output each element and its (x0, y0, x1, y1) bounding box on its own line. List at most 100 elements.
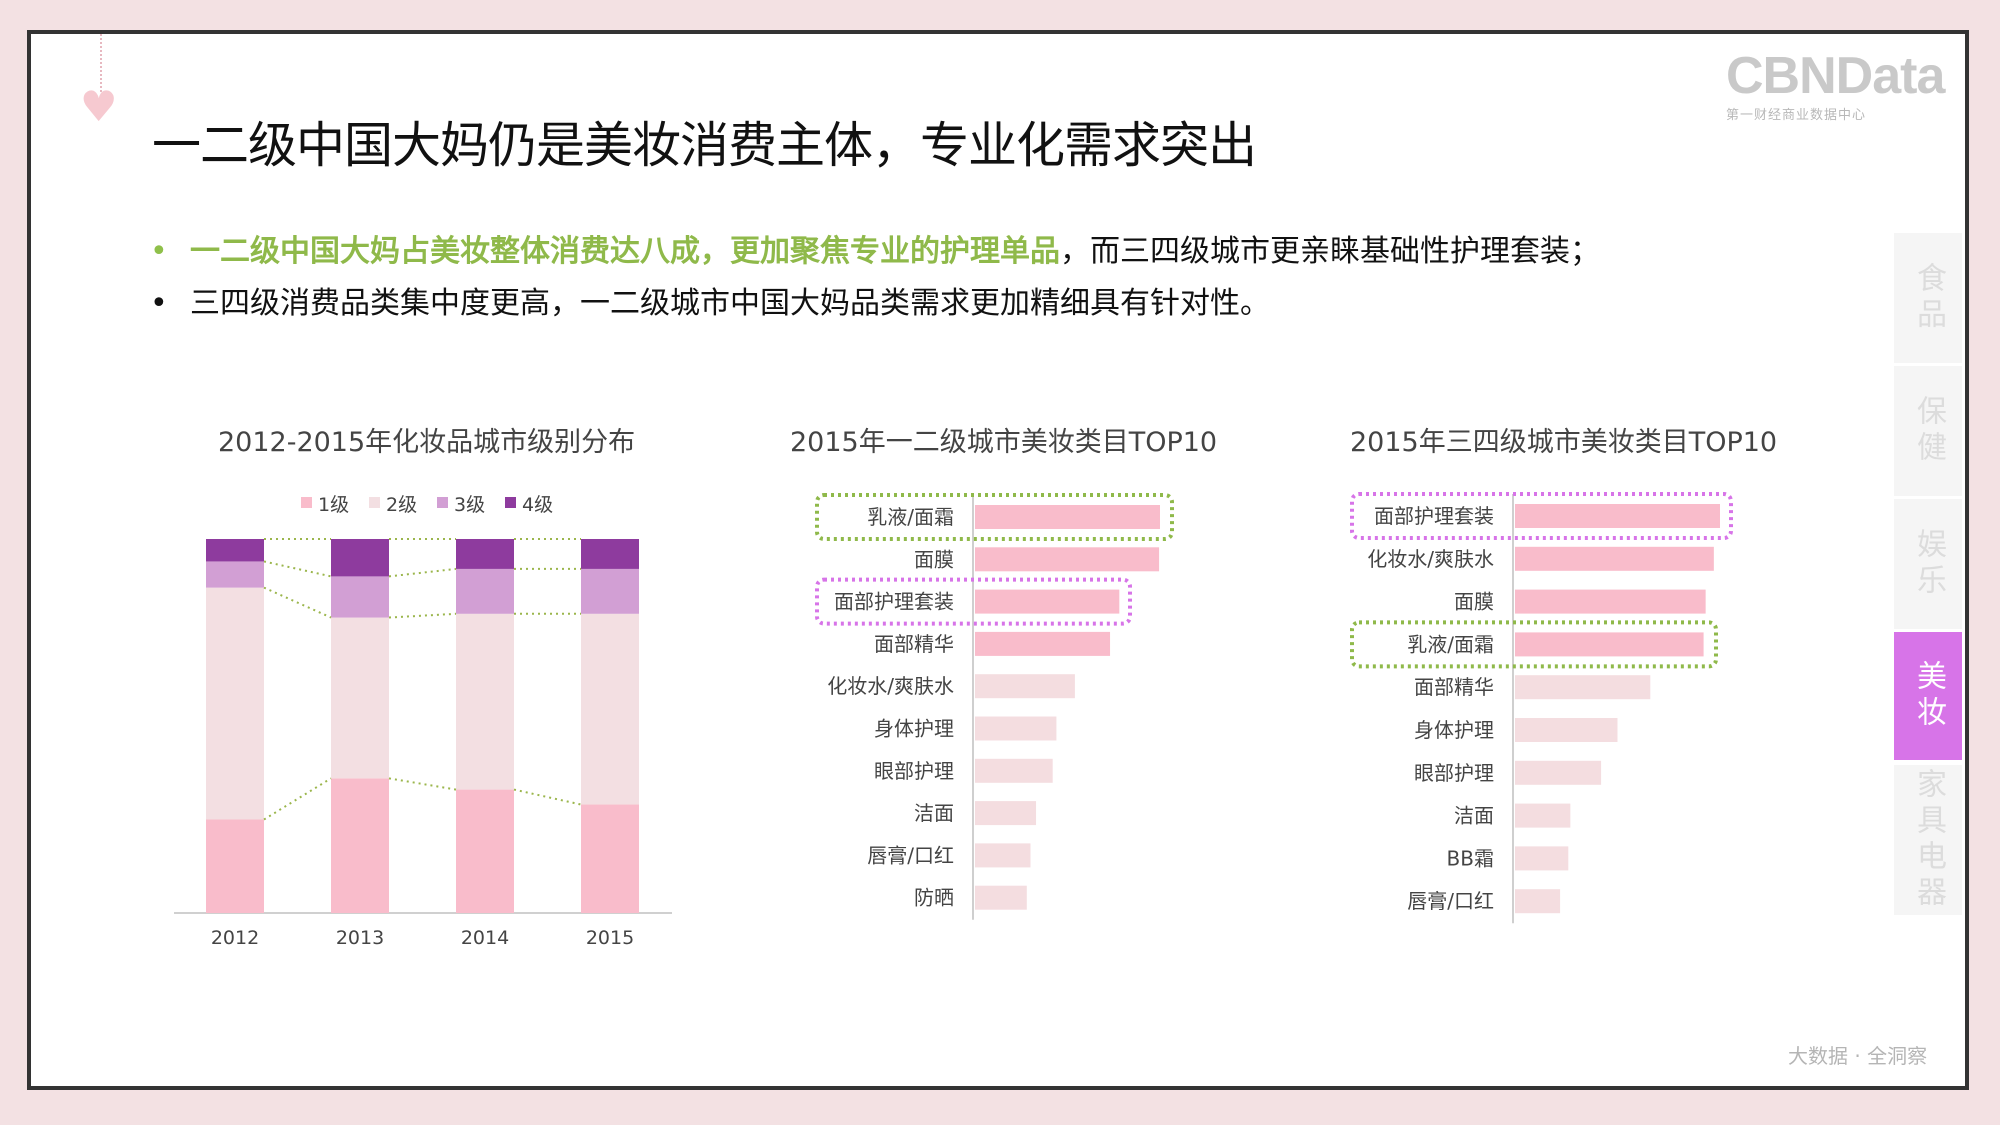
bar-segment-3级 (456, 568, 514, 614)
chart-title-tier34: 2015年三四级城市美妆类目TOP10 (1350, 427, 1778, 458)
category-label: 唇膏/口红 (1407, 889, 1494, 913)
legend-swatch (301, 497, 312, 508)
legend-swatch (369, 497, 380, 508)
bullet-highlight: 一二级中国大妈占美妆整体消费达八成，更加聚焦专业的护理单品 (190, 234, 1060, 269)
logo-brand-text: CBNData (1726, 47, 1945, 105)
bar-segment-4级 (581, 539, 639, 569)
series-connector-line (388, 612, 457, 619)
legend-label: 4级 (522, 494, 553, 516)
category-label: BB霜 (1447, 846, 1494, 870)
category-label: 身体护理 (874, 717, 954, 741)
category-label: 眼部护理 (1414, 761, 1494, 785)
bar-面膜 (975, 547, 1160, 572)
category-label: 洁面 (914, 801, 954, 825)
series-connector-line (388, 777, 457, 791)
legend-label: 2级 (386, 494, 417, 516)
category-label: 眼部护理 (874, 759, 954, 783)
bar-segment-2级 (206, 587, 264, 820)
series-connector-line (263, 777, 332, 821)
series-connector-line (263, 586, 332, 619)
bar-面部护理套装 (975, 589, 1120, 614)
bar-segment-2级 (581, 613, 639, 805)
bar-segment-1级 (331, 778, 389, 913)
category-label: 面膜 (1454, 590, 1494, 614)
side-tab-食品[interactable]: 食品 (1894, 233, 1962, 363)
bar-segment-3级 (206, 561, 264, 588)
bullet-dot-icon: • (150, 234, 168, 269)
brand-logo: CBNData 第一财经商业数据中心 (1726, 47, 1945, 123)
bar-洁面 (975, 801, 1037, 826)
bullet-item: • 一二级中国大妈占美妆整体消费达八成，更加聚焦专业的护理单品，而三四级城市更亲睐… (150, 230, 1600, 282)
bullet-text: 三四级消费品类集中度更高，一二级城市中国大妈品类需求更加精细具有针对性。 (190, 286, 1270, 321)
bar-乳液/面霜 (1515, 632, 1704, 657)
bar-segment-4级 (331, 539, 389, 577)
bar-唇膏/口红 (975, 843, 1031, 868)
page-title: 一二级中国大妈仍是美妆消费主体，专业化需求突出 (152, 117, 1257, 174)
legend-swatch (505, 497, 516, 508)
bar-segment-3级 (581, 568, 639, 614)
bar-BB霜 (1515, 846, 1569, 871)
category-label: 面部护理套装 (834, 590, 954, 614)
highlight-box (815, 493, 1174, 541)
series-connector-line (263, 560, 332, 578)
bar-眼部护理 (1515, 760, 1602, 785)
bar-眼部护理 (975, 758, 1053, 783)
bar-化妆水/爽肤水 (975, 674, 1075, 699)
side-tab-保健[interactable]: 保健 (1894, 366, 1962, 496)
series-connector-line (388, 567, 457, 578)
x-tick-label: 2013 (336, 927, 384, 949)
footer-tagline: 大数据 · 全洞察 (1788, 1044, 1928, 1068)
side-tab-美妆[interactable]: 美妆 (1894, 632, 1962, 760)
category-label: 乳液/面霜 (867, 505, 954, 529)
legend-label: 3级 (454, 494, 485, 516)
side-tab-家具电器[interactable]: 家具电器 (1894, 765, 1962, 915)
bar-segment-1级 (206, 819, 264, 913)
category-label: 身体护理 (1414, 718, 1494, 742)
highlight-box (815, 577, 1132, 626)
bullet-list: • 一二级中国大妈占美妆整体消费达八成，更加聚焦专业的护理单品，而三四级城市更亲睐… (150, 230, 1600, 334)
highlight-box (1350, 620, 1718, 669)
side-tab-娱乐[interactable]: 娱乐 (1894, 499, 1962, 629)
bar-身体护理 (1515, 718, 1618, 742)
bar-segment-4级 (456, 539, 514, 569)
bar-洁面 (1515, 803, 1571, 828)
bar-化妆水/爽肤水 (1515, 546, 1714, 571)
x-tick-label: 2015 (586, 927, 634, 949)
bullet-dot-icon: • (150, 286, 168, 321)
heart-string (100, 34, 102, 92)
category-label: 化妆水/爽肤水 (1367, 547, 1494, 571)
bar-防晒 (975, 885, 1027, 910)
bar-面部护理套装 (1515, 504, 1720, 528)
series-connector-line (513, 788, 582, 806)
x-tick-label: 2014 (461, 927, 509, 949)
bar-segment-2级 (331, 617, 389, 779)
chart-title-distribution: 2012-2015年化妆品城市级别分布 (218, 427, 636, 458)
bullet-item: • 三四级消费品类集中度更高，一二级城市中国大妈品类需求更加精细具有针对性。 (150, 282, 1600, 334)
category-label: 洁面 (1454, 804, 1494, 828)
bar-segment-1级 (456, 789, 514, 913)
bar-segment-2级 (456, 613, 514, 790)
category-label: 唇膏/口红 (867, 843, 954, 867)
category-label: 面部精华 (1414, 675, 1494, 699)
bar-乳液/面霜 (975, 505, 1160, 529)
legend-label: 1级 (318, 494, 349, 516)
bar-segment-4级 (206, 539, 264, 562)
bar-面膜 (1515, 589, 1706, 614)
legend-swatch (437, 497, 448, 508)
chart-title-tier12: 2015年一二级城市美妆类目TOP10 (790, 427, 1218, 458)
x-tick-label: 2012 (211, 927, 259, 949)
bar-唇膏/口红 (1515, 889, 1561, 914)
category-label: 面部精华 (874, 632, 954, 656)
bar-面部精华 (975, 631, 1111, 656)
logo-sub-text: 第一财经商业数据中心 (1726, 108, 1867, 123)
bar-身体护理 (975, 716, 1057, 741)
bar-面部精华 (1515, 675, 1651, 700)
category-label: 乳液/面霜 (1407, 632, 1494, 656)
bar-segment-3级 (331, 576, 389, 618)
category-label: 面部护理套装 (1374, 504, 1494, 528)
highlight-box (1350, 492, 1733, 540)
bar-segment-1级 (581, 804, 639, 913)
category-label: 防晒 (914, 886, 954, 910)
category-label: 化妆水/爽肤水 (827, 674, 954, 698)
